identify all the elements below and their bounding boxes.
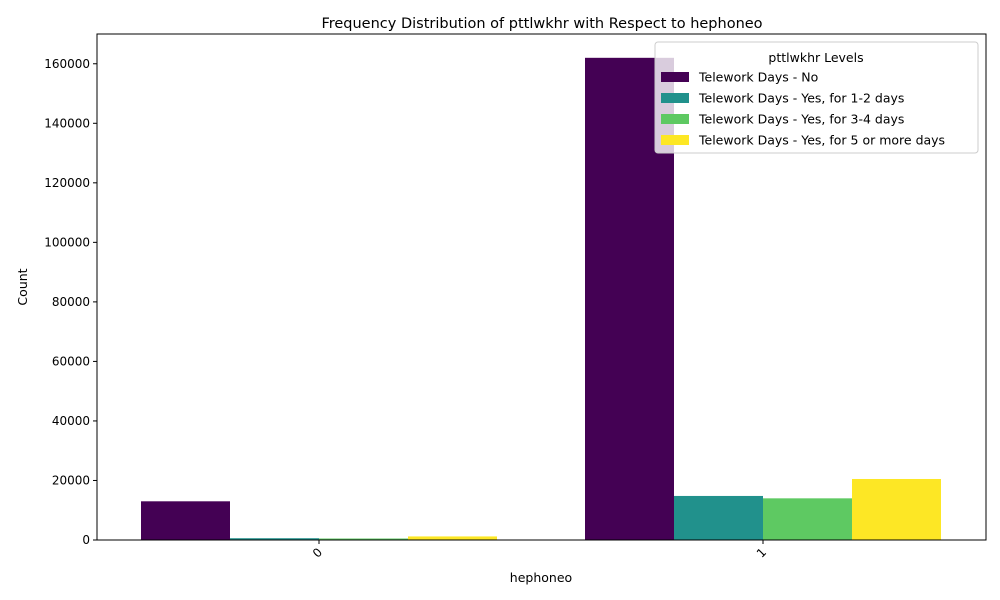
bar-3-0 bbox=[408, 536, 497, 540]
bar-3-1 bbox=[852, 478, 941, 540]
y-tick-label: 160000 bbox=[44, 57, 90, 71]
chart-title: Frequency Distribution of pttlwkhr with … bbox=[321, 16, 762, 32]
x-axis-label: hephoneo bbox=[510, 570, 572, 585]
y-tick-label: 40000 bbox=[52, 414, 90, 428]
legend-label: Telework Days - Yes, for 3-4 days bbox=[698, 112, 904, 127]
bars-group bbox=[141, 57, 941, 540]
y-tick-label: 80000 bbox=[52, 295, 90, 309]
legend-label: Telework Days - Yes, for 1-2 days bbox=[698, 91, 904, 106]
legend-swatch bbox=[661, 114, 689, 124]
bar-2-0 bbox=[319, 538, 408, 540]
legend: pttlwkhr Levels Telework Days - NoTelewo… bbox=[654, 41, 979, 154]
y-tick-label: 0 bbox=[82, 533, 90, 547]
y-tick-label: 20000 bbox=[52, 473, 90, 487]
y-tick-label: 120000 bbox=[44, 176, 90, 190]
bar-0-0 bbox=[141, 501, 230, 540]
legend-label: Telework Days - Yes, for 5 or more days bbox=[698, 133, 945, 148]
legend-items: Telework Days - No Telework Days - Yes, f… bbox=[661, 70, 945, 148]
y-tick-label: 100000 bbox=[44, 235, 90, 249]
legend-title: pttlwkhr Levels bbox=[768, 50, 863, 65]
legend-swatch bbox=[661, 93, 689, 103]
y-axis-ticks: 0 20000 40000 60000 80000 100000 120000 140000 1… bbox=[44, 57, 97, 547]
y-axis-label: Count bbox=[15, 268, 30, 305]
y-tick-label: 60000 bbox=[52, 354, 90, 368]
plot-frame bbox=[96, 33, 987, 541]
bar-1-1 bbox=[674, 495, 763, 540]
legend-label: Telework Days - No bbox=[698, 70, 818, 85]
bar-2-1 bbox=[763, 498, 852, 540]
bar-1-0 bbox=[230, 538, 319, 540]
legend-swatch bbox=[661, 135, 689, 145]
legend-box bbox=[654, 41, 979, 154]
y-tick-label: 140000 bbox=[44, 116, 90, 130]
legend-swatch bbox=[661, 72, 689, 82]
